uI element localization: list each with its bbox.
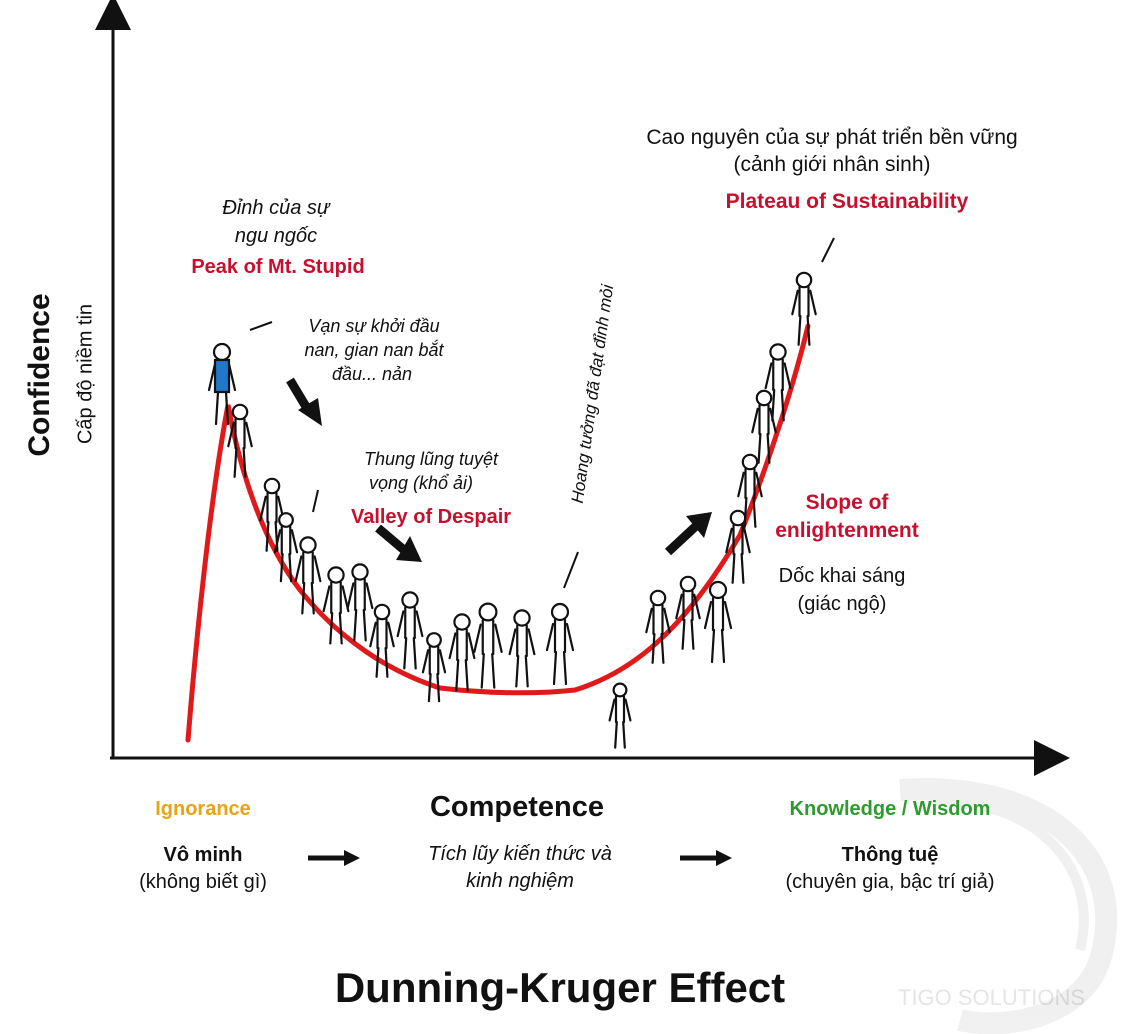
slope-label-en-1: Slope of (805, 491, 889, 514)
stick-figure-icon (421, 632, 447, 703)
page-title: Dunning-Kruger Effect (334, 964, 786, 1011)
stick-figure-icon (725, 509, 751, 584)
stage-competence-vi-1: Tích lũy kiến thức và (428, 843, 612, 865)
valley-label-vi-1: Thung lũng tuyệt (363, 449, 499, 469)
y-axis-label: Confidence (23, 293, 56, 457)
stage-ignorance-en: Ignorance (155, 798, 251, 820)
stick-figure-icon (207, 342, 237, 426)
arrow-down-right-icon (375, 524, 422, 562)
arrow-up-right-icon (664, 512, 712, 556)
stick-figure-icon (791, 271, 817, 346)
sketch-marks (249, 237, 835, 589)
stick-figure-icon (703, 580, 733, 664)
stick-figure-icon (227, 403, 253, 478)
stick-figure-icon (346, 563, 374, 642)
stick-figure-icon (396, 591, 424, 670)
confidence-curve (185, 323, 811, 743)
watermark-text: TIGO SOLUTIONS (898, 985, 1086, 1010)
plateau-label-vi-2: (cảnh giới nhân sinh) (733, 153, 931, 176)
stage-wisdom-vi: Thông tuệ (841, 844, 939, 866)
peak-label-vi-2: ngu ngốc (234, 225, 318, 247)
plateau-label-vi-1: Cao nguyên của sự phát triển bền vững (646, 126, 1018, 149)
stick-figure-icon (294, 536, 322, 615)
slope-label-en-2: enlightenment (775, 519, 919, 542)
peak-label-vi-1: Đỉnh của sự (222, 197, 330, 219)
valley-label-vi-2: vọng (khổ ải) (368, 473, 474, 493)
slope-label-vi-2: (giác ngộ) (797, 593, 887, 615)
stick-figure-icon (322, 566, 350, 645)
start-label-3: đầu... nản (331, 364, 413, 384)
stage-ignorance-vi: Vô minh (163, 844, 243, 866)
stick-figure-icon (448, 613, 476, 692)
arrow-right-icon (308, 850, 360, 866)
stick-figure-icon (508, 609, 536, 688)
stick-figure-icon (737, 453, 763, 528)
stick-figure-icon (273, 512, 299, 583)
slope-label-vi-1: Dốc khai sáng (778, 565, 906, 587)
stage-competence-vi-2: kinh nghiệm (466, 870, 574, 892)
y-axis-sublabel: Cấp độ niềm tin (74, 303, 97, 445)
peak-label-en: Peak of Mt. Stupid (191, 256, 365, 278)
stick-figure-icon (473, 602, 503, 689)
stick-figure-icon (608, 682, 632, 749)
stage-wisdom-en: Knowledge / Wisdom (789, 798, 991, 820)
watermark-logo (899, 778, 1118, 1034)
stick-figure-icon (764, 343, 792, 422)
stick-figure-icon (545, 602, 575, 686)
stick-figure-icon (675, 575, 701, 650)
stick-figure-icon (369, 603, 395, 678)
stick-figures (207, 271, 817, 749)
stick-figure-icon (645, 589, 671, 664)
start-label-1: Vạn sự khởi đầu (308, 316, 440, 336)
arrow-right-icon (680, 850, 732, 866)
stage-wisdom-desc: (chuyên gia, bậc trí giả) (785, 871, 995, 893)
stage-competence-en: Competence (429, 791, 605, 823)
start-label-2: nan, gian nan bắt (304, 340, 444, 360)
valley-label-en: Valley of Despair (350, 506, 512, 528)
stage-ignorance-desc: (không biết gì) (139, 871, 267, 893)
arrow-down-right-icon (286, 377, 322, 426)
plateau-label-en: Plateau of Sustainability (725, 190, 969, 213)
